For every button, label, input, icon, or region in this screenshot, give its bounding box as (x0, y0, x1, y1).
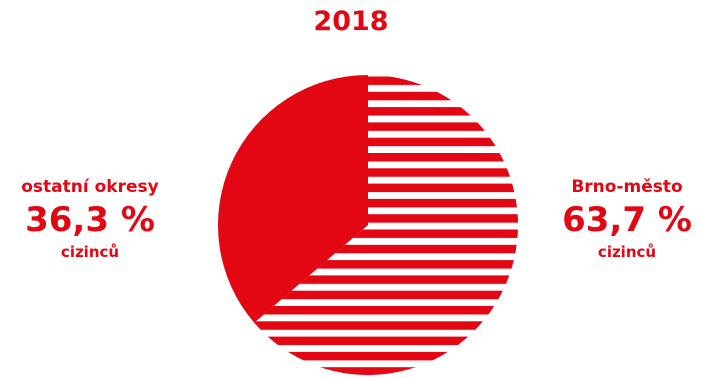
slice-unit-ostatni: cizinců (60, 243, 120, 261)
slice-value-brno: 63,7 % (562, 200, 692, 240)
slice-name-brno: Brno-město (571, 177, 683, 197)
slice-unit-brno: cizinců (597, 243, 657, 261)
slice-value-ostatni: 36,3 % (25, 200, 155, 240)
slice-name-ostatni: ostatní okresy (21, 177, 159, 197)
label-brno-mesto: Brno-město 63,7 % cizinců (552, 176, 702, 262)
label-ostatni-okresy: ostatní okresy 36,3 % cizinců (0, 176, 180, 262)
chart-title: 2018 (313, 6, 389, 37)
pie-slice-brno-m-sto (254, 75, 518, 375)
pie-slice-ostatn-okresy (218, 75, 368, 323)
